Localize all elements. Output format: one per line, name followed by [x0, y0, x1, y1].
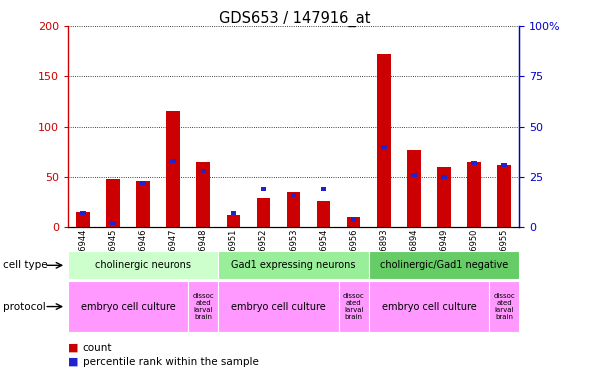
Bar [347, 217, 360, 227]
Bar [411, 173, 417, 177]
Bar [471, 160, 477, 165]
Bar [80, 211, 86, 215]
Bar [261, 187, 266, 191]
Text: dissoc
ated
larval
brain: dissoc ated larval brain [192, 293, 214, 320]
Text: embryo cell culture: embryo cell culture [382, 302, 476, 312]
Bar [407, 150, 421, 227]
Bar [110, 221, 116, 225]
Text: GDS653 / 147916_at: GDS653 / 147916_at [219, 11, 371, 27]
Bar [201, 169, 206, 173]
Text: cholinergic/Gad1 negative: cholinergic/Gad1 negative [380, 260, 508, 270]
Bar [227, 215, 240, 227]
Bar [441, 175, 447, 179]
Bar [377, 54, 391, 227]
Bar [76, 212, 90, 227]
Bar [321, 187, 326, 191]
Text: embryo cell culture: embryo cell culture [81, 302, 175, 312]
Text: ■: ■ [68, 343, 78, 353]
Bar [140, 181, 146, 185]
Bar [497, 165, 511, 227]
Bar [437, 166, 451, 227]
Text: embryo cell culture: embryo cell culture [231, 302, 326, 312]
Text: count: count [83, 343, 112, 353]
Text: cell type: cell type [3, 260, 48, 270]
Bar [136, 181, 150, 227]
Bar [291, 193, 296, 197]
Bar [381, 145, 386, 148]
Bar [351, 217, 356, 221]
Text: protocol: protocol [3, 302, 45, 312]
Bar [287, 192, 300, 227]
Text: ■: ■ [68, 357, 78, 367]
Bar [171, 159, 176, 163]
Bar [257, 198, 270, 227]
Bar [467, 162, 481, 227]
Text: percentile rank within the sample: percentile rank within the sample [83, 357, 258, 367]
Text: cholinergic neurons: cholinergic neurons [95, 260, 191, 270]
Bar [106, 179, 120, 227]
Bar [196, 162, 210, 227]
Text: Gad1 expressing neurons: Gad1 expressing neurons [231, 260, 356, 270]
Bar [166, 111, 180, 227]
Bar [317, 201, 330, 227]
Text: dissoc
ated
larval
brain: dissoc ated larval brain [493, 293, 515, 320]
Bar [231, 211, 236, 215]
Bar [502, 163, 507, 166]
Text: dissoc
ated
larval
brain: dissoc ated larval brain [343, 293, 365, 320]
